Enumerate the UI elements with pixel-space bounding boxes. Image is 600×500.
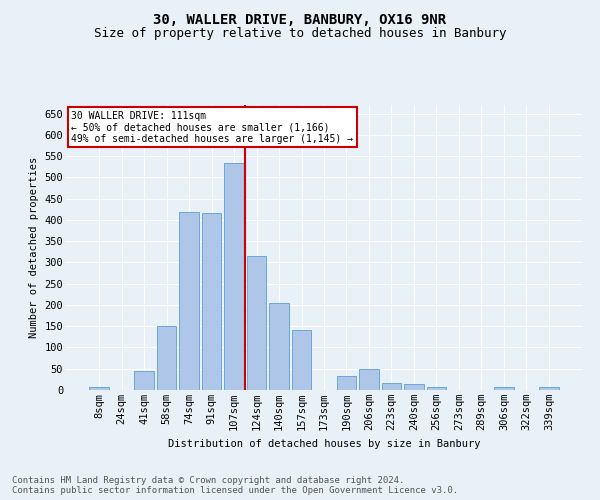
Text: 30 WALLER DRIVE: 111sqm
← 50% of detached houses are smaller (1,166)
49% of semi: 30 WALLER DRIVE: 111sqm ← 50% of detache… bbox=[71, 110, 353, 144]
Bar bbox=[224, 164, 244, 390]
Bar bbox=[269, 303, 289, 390]
Bar bbox=[89, 386, 109, 390]
Bar bbox=[134, 372, 154, 390]
Bar bbox=[427, 386, 446, 390]
Bar bbox=[202, 212, 221, 390]
Bar bbox=[292, 330, 311, 390]
Bar bbox=[359, 369, 379, 390]
Bar bbox=[337, 376, 356, 390]
Bar bbox=[157, 326, 176, 390]
Bar bbox=[404, 384, 424, 390]
Text: 30, WALLER DRIVE, BANBURY, OX16 9NR: 30, WALLER DRIVE, BANBURY, OX16 9NR bbox=[154, 12, 446, 26]
Bar bbox=[179, 212, 199, 390]
Text: Size of property relative to detached houses in Banbury: Size of property relative to detached ho… bbox=[94, 28, 506, 40]
X-axis label: Distribution of detached houses by size in Banbury: Distribution of detached houses by size … bbox=[168, 438, 480, 448]
Bar bbox=[494, 387, 514, 390]
Bar bbox=[247, 256, 266, 390]
Text: Contains HM Land Registry data © Crown copyright and database right 2024.
Contai: Contains HM Land Registry data © Crown c… bbox=[12, 476, 458, 495]
Y-axis label: Number of detached properties: Number of detached properties bbox=[29, 157, 39, 338]
Bar bbox=[382, 383, 401, 390]
Bar bbox=[539, 386, 559, 390]
